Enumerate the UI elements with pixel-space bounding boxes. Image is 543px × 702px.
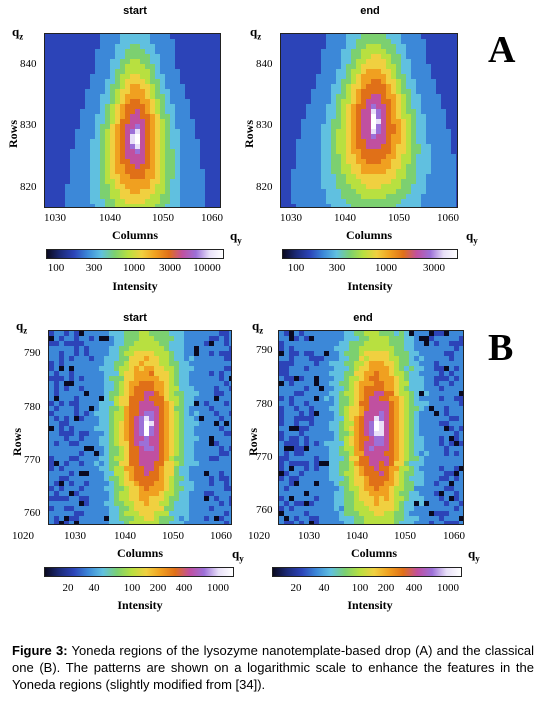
- colorbar-tick: 200: [149, 582, 167, 594]
- panel-a-left-qz-label: qz: [12, 24, 24, 42]
- panel-b-right-ytick: 780: [256, 398, 273, 410]
- panel-b-left-title: start: [123, 312, 147, 324]
- panel-a-left-xtick: 1030: [44, 212, 66, 224]
- colorbar-tick: 10000: [193, 262, 221, 274]
- colorbar-tick: 300: [328, 262, 346, 274]
- panel-b-left-ytick: 790: [24, 347, 41, 359]
- panel-b-left-xtick: 1040: [114, 530, 136, 542]
- panel-a-left-columns-label: Columns: [111, 228, 158, 242]
- panel-b-left-colorbar: [44, 567, 234, 577]
- heatmap-image: [45, 34, 220, 207]
- colorbar-tick: 3000: [159, 262, 181, 274]
- panel-a-left-heatmap: [44, 33, 221, 208]
- panel-a-right-qz-label: qz: [250, 24, 262, 42]
- panel-a-right-ytick: 840: [256, 58, 273, 70]
- panel-a-left-xtick: 1040: [99, 212, 121, 224]
- panel-b-right-heatmap: [278, 330, 464, 525]
- colorbar-tick: 100: [351, 582, 369, 594]
- panel-b-right-title: end: [353, 312, 373, 324]
- panel-a-left-ytick: 840: [20, 58, 37, 70]
- panel-a-left-xtick: 1050: [152, 212, 174, 224]
- heatmap-image: [281, 34, 457, 207]
- panel-a-left-colorbar: [46, 249, 224, 259]
- heatmap-image: [279, 331, 463, 524]
- colorbar-tick: 20: [62, 582, 74, 594]
- panel-a-right-colorbar: [282, 249, 458, 259]
- colorbar-tick: 100: [47, 262, 65, 274]
- panel-a-right-xtick: 1030: [280, 212, 302, 224]
- panel-a-left-title: start: [123, 5, 147, 17]
- panel-a-right-intensity-label: Intensity: [347, 279, 393, 293]
- panel-a-right-ytick: 820: [256, 181, 273, 193]
- panel-b-right-ytick: 790: [256, 344, 273, 356]
- panel-b-right-xtick: 1040: [346, 530, 368, 542]
- panel-b-left-ytick: 780: [24, 401, 41, 413]
- colorbar-tick: 40: [88, 582, 100, 594]
- heatmap-image: [49, 331, 231, 524]
- panel-b-left-ytick: 760: [24, 507, 41, 519]
- panel-b-left-xtick: 1020: [12, 530, 34, 542]
- panel-b-right-ytick: 770: [256, 451, 273, 463]
- colorbar-tick: 400: [175, 582, 193, 594]
- panel-b-letter: B: [488, 327, 514, 369]
- panel-b-right-colorbar-ticks: 20 40 100 200 400 1000: [272, 582, 462, 596]
- colorbar-tick: 1000: [375, 262, 397, 274]
- panel-a-right-xtick: 1040: [334, 212, 356, 224]
- panel-b-right-xtick: 1060: [443, 530, 465, 542]
- colorbar-tick: 1000: [207, 582, 229, 594]
- panel-a-right-qy-label: qy: [466, 228, 478, 246]
- figure-caption-text: Yoneda regions of the lysozyme nanotempl…: [12, 643, 534, 692]
- colorbar-tick: 400: [405, 582, 423, 594]
- panel-a-left-xtick: 1060: [201, 212, 223, 224]
- panel-b-right-qy-label: qy: [468, 546, 480, 564]
- panel-a-right-ytick: 830: [256, 119, 273, 131]
- colorbar-tick: 100: [287, 262, 305, 274]
- panel-b-right-ytick: 760: [256, 504, 273, 516]
- colorbar-tick: 200: [377, 582, 395, 594]
- panel-b-right-xtick: 1020: [248, 530, 270, 542]
- colorbar-tick: 300: [85, 262, 103, 274]
- panel-a-left-intensity-label: Intensity: [112, 279, 158, 293]
- panel-a-left-rows-label: Rows: [6, 119, 20, 148]
- panel-a-left-colorbar-ticks: 100 300 1000 3000 10000: [46, 262, 224, 276]
- panel-a-right-xtick: 1060: [437, 212, 459, 224]
- panel-a-left-ytick: 820: [20, 181, 37, 193]
- panel-b-right-xtick: 1050: [394, 530, 416, 542]
- panel-b-left-ytick: 770: [24, 454, 41, 466]
- panel-b-left-qz-label: qz: [16, 318, 28, 336]
- panel-b-left-heatmap: [48, 330, 232, 525]
- figure-caption-label: Figure 3:: [12, 643, 68, 658]
- panel-b-right-intensity-label: Intensity: [347, 598, 393, 612]
- panel-b-left-xtick: 1060: [210, 530, 232, 542]
- colorbar-tick: 1000: [437, 582, 459, 594]
- panel-b-right-columns-label: Columns: [350, 546, 397, 560]
- panel-b-left-colorbar-ticks: 20 40 100 200 400 1000: [44, 582, 234, 596]
- panel-b-left-intensity-label: Intensity: [117, 598, 163, 612]
- panel-a-letter: A: [488, 29, 516, 71]
- panel-b-left-rows-label: Rows: [10, 427, 24, 456]
- colorbar-tick: 100: [123, 582, 141, 594]
- colorbar-tick: 1000: [123, 262, 145, 274]
- panel-b-left-columns-label: Columns: [116, 546, 163, 560]
- panel-b-right-xtick: 1030: [298, 530, 320, 542]
- panel-a-left-ytick: 830: [20, 119, 37, 131]
- figure-caption: Figure 3: Yoneda regions of the lysozyme…: [12, 642, 534, 693]
- panel-a-right-rows-label: Rows: [242, 119, 256, 148]
- panel-b-right-qz-label: qz: [252, 318, 264, 336]
- panel-a-right-heatmap: [280, 33, 458, 208]
- colorbar-tick: 3000: [423, 262, 445, 274]
- panel-a-left-qy-label: qy: [230, 228, 242, 246]
- panel-b-left-xtick: 1050: [162, 530, 184, 542]
- panel-a-right-columns-label: Columns: [345, 228, 392, 242]
- panel-b-right-colorbar: [272, 567, 462, 577]
- panel-a-right-xtick: 1050: [388, 212, 410, 224]
- panel-a-right-colorbar-ticks: 100 300 1000 3000: [282, 262, 458, 276]
- panel-b-left-qy-label: qy: [232, 546, 244, 564]
- panel-a-right-title: end: [360, 5, 380, 17]
- colorbar-tick: 40: [318, 582, 330, 594]
- colorbar-tick: 20: [290, 582, 302, 594]
- panel-b-left-xtick: 1030: [64, 530, 86, 542]
